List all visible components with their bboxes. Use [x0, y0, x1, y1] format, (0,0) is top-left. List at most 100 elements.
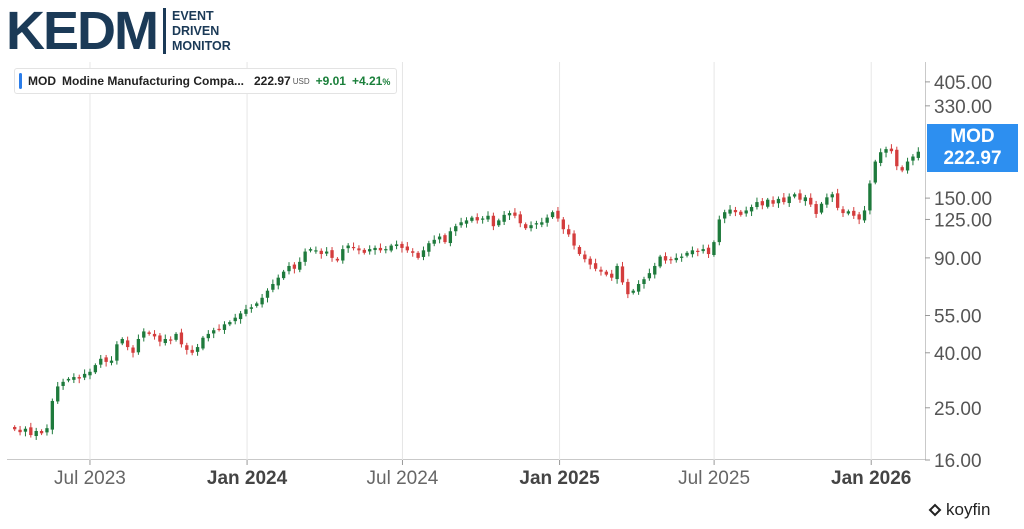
candle-body — [470, 217, 474, 221]
candle-body — [889, 148, 894, 152]
candle-body — [631, 290, 635, 293]
candle-body — [663, 256, 668, 261]
candle-body — [405, 246, 410, 251]
candle-body — [825, 197, 829, 205]
candle-body — [23, 428, 28, 432]
candle-body — [572, 233, 576, 246]
candle-body — [604, 271, 609, 275]
koyfin-watermark: koyfin — [928, 500, 990, 520]
candle-body — [351, 246, 356, 249]
candle-body — [152, 333, 157, 337]
candle-body — [276, 277, 280, 286]
candle-body — [362, 249, 366, 253]
candle-body — [534, 223, 539, 225]
candle-body — [384, 249, 388, 251]
legend-currency: USD — [292, 76, 310, 86]
candle-body — [846, 211, 851, 214]
candle-body — [66, 378, 71, 381]
candle-body — [717, 219, 721, 243]
candle-body — [174, 333, 178, 340]
candle-body — [642, 279, 646, 284]
candle-body — [841, 209, 845, 214]
logo-divider — [163, 8, 166, 54]
candle-body — [513, 212, 517, 216]
candle-body — [448, 231, 453, 244]
x-tick-label: Jan 2024 — [207, 468, 288, 489]
candle-body — [454, 226, 458, 232]
candle-body — [120, 338, 124, 344]
candle-body — [169, 339, 173, 341]
candle-body — [29, 427, 33, 436]
candle-body — [674, 257, 678, 261]
candle-body — [550, 212, 555, 218]
candle-body — [653, 265, 657, 275]
candle-body — [233, 317, 237, 322]
candle-body — [99, 358, 103, 365]
candle-body — [540, 222, 544, 225]
candle-body — [206, 333, 210, 339]
candle-body — [523, 224, 528, 229]
logo-tagline: EVENT DRIVEN MONITOR — [172, 9, 231, 54]
candle-body — [615, 265, 619, 280]
candle-body — [771, 200, 775, 204]
candle-body — [787, 196, 791, 204]
candle-body — [228, 322, 232, 325]
candle-body — [776, 198, 781, 204]
candle-body — [518, 214, 522, 224]
price-tag-price: 222.97 — [943, 148, 1002, 169]
candle-body — [217, 328, 221, 331]
candle-body — [868, 183, 872, 211]
candle-body — [728, 209, 732, 214]
legend-change-pct: +4.21% — [352, 74, 390, 88]
candle-body — [13, 426, 17, 430]
candle-body — [878, 152, 883, 163]
candle-body — [179, 332, 184, 345]
candle-body — [647, 273, 652, 279]
candle-body — [491, 215, 496, 227]
candle-body — [900, 167, 904, 171]
candle-body — [93, 365, 98, 373]
series-legend[interactable]: MOD Modine Manufacturing Compa... 222.97… — [14, 68, 398, 94]
candle-body — [400, 243, 404, 248]
candle-body — [610, 273, 614, 278]
candle-body — [744, 210, 748, 214]
candle-body — [755, 202, 759, 208]
candle-body — [308, 249, 313, 251]
candle-body — [803, 197, 808, 202]
candle-body — [749, 207, 754, 212]
candle-body — [346, 245, 350, 249]
candle-body — [292, 264, 297, 269]
candle-body — [142, 331, 146, 338]
candle-body — [819, 203, 824, 213]
candle-body — [723, 212, 727, 219]
y-tick-label: 405.00 — [934, 73, 992, 94]
candle-body — [260, 297, 264, 305]
legend-change: +9.01 — [315, 74, 346, 88]
candle-body — [502, 214, 506, 222]
x-tick-label: Jan 2026 — [831, 468, 911, 489]
candle-body — [916, 151, 920, 158]
candle-body — [685, 252, 689, 256]
candle-body — [706, 247, 711, 255]
candle-body — [271, 283, 275, 290]
price-tag-ticker: MOD — [950, 126, 995, 147]
candle-body — [195, 347, 200, 352]
candle-body — [857, 214, 861, 220]
candle-body — [34, 430, 38, 437]
candle-body — [577, 246, 582, 255]
candle-body — [368, 249, 372, 252]
candle-body — [701, 249, 705, 252]
candle-body — [443, 235, 447, 243]
logo-tagline-line-3: MONITOR — [172, 38, 231, 53]
legend-company-name: Modine Manufacturing Compa... — [62, 74, 244, 88]
candle-body — [82, 373, 87, 378]
koyfin-wordmark: koyfin — [946, 500, 991, 519]
candle-body — [427, 243, 431, 252]
candle-body — [895, 149, 899, 167]
candle-body — [56, 386, 60, 402]
candle-body — [669, 259, 673, 261]
candle-body — [265, 290, 270, 298]
legend-percent-sign: % — [382, 77, 391, 87]
